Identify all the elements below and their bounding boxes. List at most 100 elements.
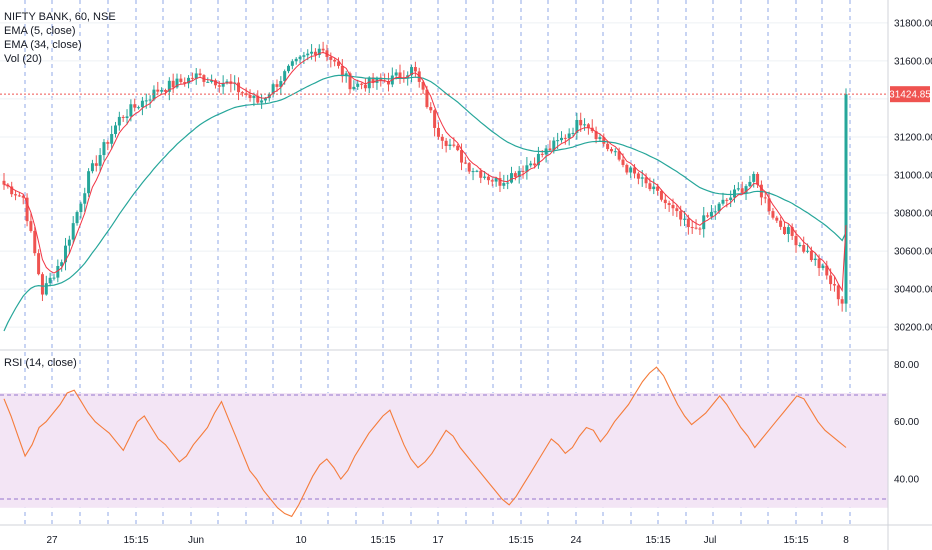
candle-body [398,72,402,78]
candle-body [187,77,191,84]
rsi-line [3,366,847,518]
time-tick-label: 17 [432,535,444,546]
candle-body [636,173,640,179]
candle-body [294,58,298,62]
candle-body [456,145,460,151]
candle-body [836,285,840,300]
candle-body [98,155,102,166]
price-tick-label: 31600.00 [894,56,932,67]
candle-body [110,134,114,144]
candle-body [190,77,194,79]
candle-body [140,100,144,108]
candle-body [659,190,663,200]
time-tick-label: 15:15 [123,535,148,546]
candle-body [217,85,221,87]
candle-body [736,188,740,190]
candle-body [633,167,637,174]
candle-body [287,65,291,72]
candle-body [102,142,106,156]
candle-body [275,84,279,87]
candle-body [490,180,494,182]
candle-body [52,277,56,279]
candle-body [821,265,825,269]
candle-body [498,178,502,186]
candle-body [683,218,687,220]
candle-body [510,173,514,183]
candle-body [521,170,525,172]
candle-body [598,137,602,139]
candle-body [809,250,813,261]
candle-body [67,239,71,246]
candle-body [594,131,598,139]
candle-body [248,94,252,98]
last-price-tag-bg [890,86,930,103]
time-tick-label: 15:15 [783,535,808,546]
candle-body [71,223,75,240]
candle-body [606,143,610,150]
candle-body [782,226,786,234]
candle-body [144,100,148,102]
candle-body [713,211,717,213]
time-axis[interactable]: 27 15:15 Jun 10 15:15 17 15:15 24 15:15 Jul 15:15 8 [46,535,849,546]
price-tick-label: 31200.00 [894,132,932,143]
time-tick-label: 15:15 [370,535,395,546]
candle-body [367,77,371,89]
candle-body [198,73,202,76]
candle-body [617,151,621,160]
candle-body [425,89,429,108]
candle-body [183,82,187,84]
price-tick-label: 30800.00 [894,209,932,220]
candle-body [548,148,552,151]
price-tick-label: 30200.00 [894,323,932,334]
ema5-legend[interactable]: EMA (5, close) [4,25,76,37]
candle-body [717,203,721,212]
price-tick-label: 31800.00 [894,18,932,29]
candle-body [156,89,160,92]
candle-body [721,199,725,204]
candle-body [471,171,475,173]
candle-body [579,119,583,126]
ema34-legend[interactable]: EMA (34, close) [4,39,82,51]
candle-body [567,133,571,139]
candle-body [306,53,310,56]
candle-body [483,176,487,178]
symbol-title[interactable]: NIFTY BANK, 60, NSE [4,11,116,23]
candle-body [559,137,563,141]
candle-body [556,140,560,142]
candle-body [433,110,437,128]
candle-body [748,181,752,187]
candle-body [813,258,817,261]
candle-body [167,80,171,92]
rsi-axis[interactable]: 40.00 60.00 80.00 [894,360,919,486]
candle-body [256,95,260,103]
candle-body [613,151,617,153]
candle-body [313,51,317,55]
price-axis[interactable]: 30200.00 30400.00 30600.00 30800.00 31000.00… [894,18,932,333]
candle-body [90,163,94,172]
candle-body [356,83,360,87]
candle-body [806,250,810,252]
candle-body [210,80,214,82]
candle-body [625,164,629,173]
candle-body [10,186,14,195]
time-tick-label: Jul [704,535,717,546]
candle-body [137,107,141,109]
candle-body [802,244,806,252]
rsi-legend[interactable]: RSI (14, close) [4,357,77,369]
candle-body [517,170,521,177]
candle-body [502,183,506,186]
candle-body [832,284,836,286]
candle-body [844,94,848,304]
candle-body [125,116,129,118]
candle-body [583,124,587,126]
candle-body [621,159,625,165]
candle-body [709,211,713,217]
time-tick-label: 15:15 [508,535,533,546]
candle-body [840,299,844,304]
candle-body [686,218,690,228]
candle-body [440,136,444,141]
vol-legend[interactable]: Vol (20) [4,53,42,65]
candle-body [14,194,18,196]
candle-body [767,198,771,212]
